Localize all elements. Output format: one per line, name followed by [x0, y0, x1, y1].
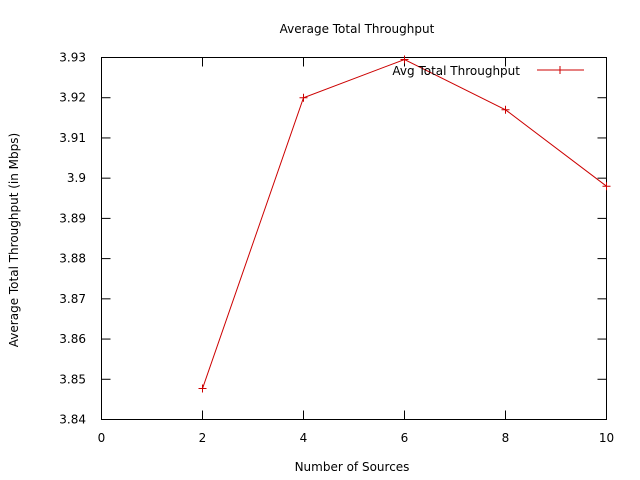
data-point-marker — [602, 182, 611, 191]
x-axis-label: Number of Sources — [295, 460, 410, 474]
y-tick-label: 3.93 — [59, 51, 86, 65]
x-tick-label: 6 — [401, 431, 409, 445]
data-point-marker — [400, 55, 409, 64]
data-point-marker — [299, 93, 308, 102]
x-tick-label: 4 — [300, 431, 308, 445]
y-axis-label: Average Total Throughput (in Mbps) — [7, 133, 21, 347]
y-tick-label: 3.9 — [67, 171, 86, 185]
data-point-marker — [198, 384, 207, 393]
y-tick-label: 3.91 — [59, 131, 86, 145]
y-tick-label: 3.84 — [59, 413, 86, 427]
x-tick-label: 10 — [599, 431, 614, 445]
y-tick-label: 3.87 — [59, 292, 86, 306]
x-axis: 0 2 4 6 8 10 — [98, 57, 614, 445]
x-tick-label: 2 — [199, 431, 207, 445]
x-tick-label: 0 — [98, 431, 106, 445]
series-line — [202, 58, 607, 389]
legend-marker — [556, 66, 564, 74]
y-tick-label: 3.92 — [59, 91, 86, 105]
chart-title: Average Total Throughput — [280, 22, 435, 36]
legend: Avg Total Throughput — [392, 64, 584, 78]
plot-frame — [101, 57, 607, 420]
y-tick-label: 3.85 — [59, 372, 86, 386]
legend-label: Avg Total Throughput — [392, 64, 520, 78]
y-tick-label: 3.89 — [59, 211, 86, 225]
series-layer — [198, 55, 611, 393]
y-axis: 3.84 3.85 3.86 3.87 3.88 3.89 3.9 3.91 3.92 3.93 — [59, 51, 607, 427]
y-tick-label: 3.88 — [59, 252, 86, 266]
y-tick-label: 3.86 — [59, 332, 86, 346]
data-point-marker — [501, 105, 510, 114]
x-tick-label: 8 — [502, 431, 510, 445]
